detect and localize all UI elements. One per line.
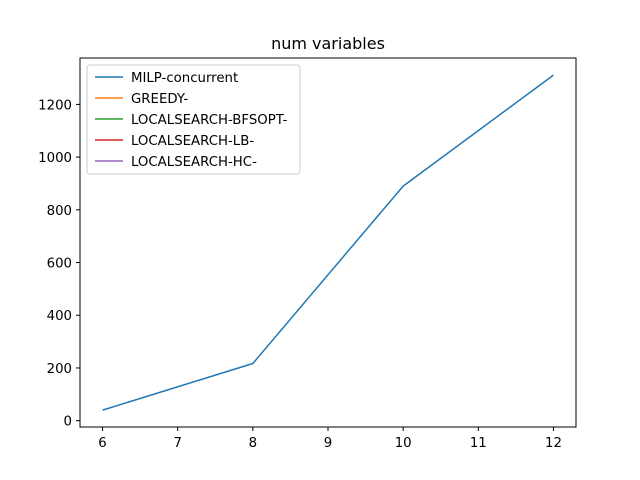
series-layer bbox=[102, 74, 554, 411]
legend-label: MILP-concurrent bbox=[131, 71, 238, 86]
x-tick-label: 8 bbox=[249, 436, 257, 451]
y-tick-label: 600 bbox=[47, 257, 72, 272]
legend-box bbox=[86, 64, 301, 175]
x-axis: 6 7 8 9 10 11 12 bbox=[98, 427, 562, 451]
x-tick-label: 9 bbox=[324, 436, 332, 451]
y-tick-label: 1000 bbox=[38, 151, 72, 166]
x-tick-label: 6 bbox=[98, 436, 106, 451]
legend-label: LOCALSEARCH-HC- bbox=[131, 155, 257, 170]
legend-label: LOCALSEARCH-LB- bbox=[131, 134, 254, 149]
y-axis: 0 200 400 600 800 1000 1200 bbox=[38, 98, 80, 430]
x-tick-label: 11 bbox=[470, 436, 487, 451]
legend-label: GREEDY- bbox=[131, 92, 188, 107]
x-tick-label: 12 bbox=[545, 436, 562, 451]
legend-label: LOCALSEARCH-BFSOPT- bbox=[131, 113, 288, 128]
y-tick-label: 200 bbox=[47, 362, 72, 377]
y-tick-label: 800 bbox=[47, 204, 72, 219]
legend: MILP-concurrent GREEDY- LOCALSEARCH-BFSOPT… bbox=[86, 64, 301, 175]
y-tick-label: 400 bbox=[47, 309, 72, 324]
y-tick-label: 1200 bbox=[38, 98, 72, 113]
y-tick-label: 0 bbox=[64, 415, 72, 430]
x-tick-label: 10 bbox=[395, 436, 412, 451]
chart-title: num variables bbox=[271, 34, 385, 53]
x-tick-label: 7 bbox=[173, 436, 181, 451]
series-line-0 bbox=[102, 74, 554, 411]
